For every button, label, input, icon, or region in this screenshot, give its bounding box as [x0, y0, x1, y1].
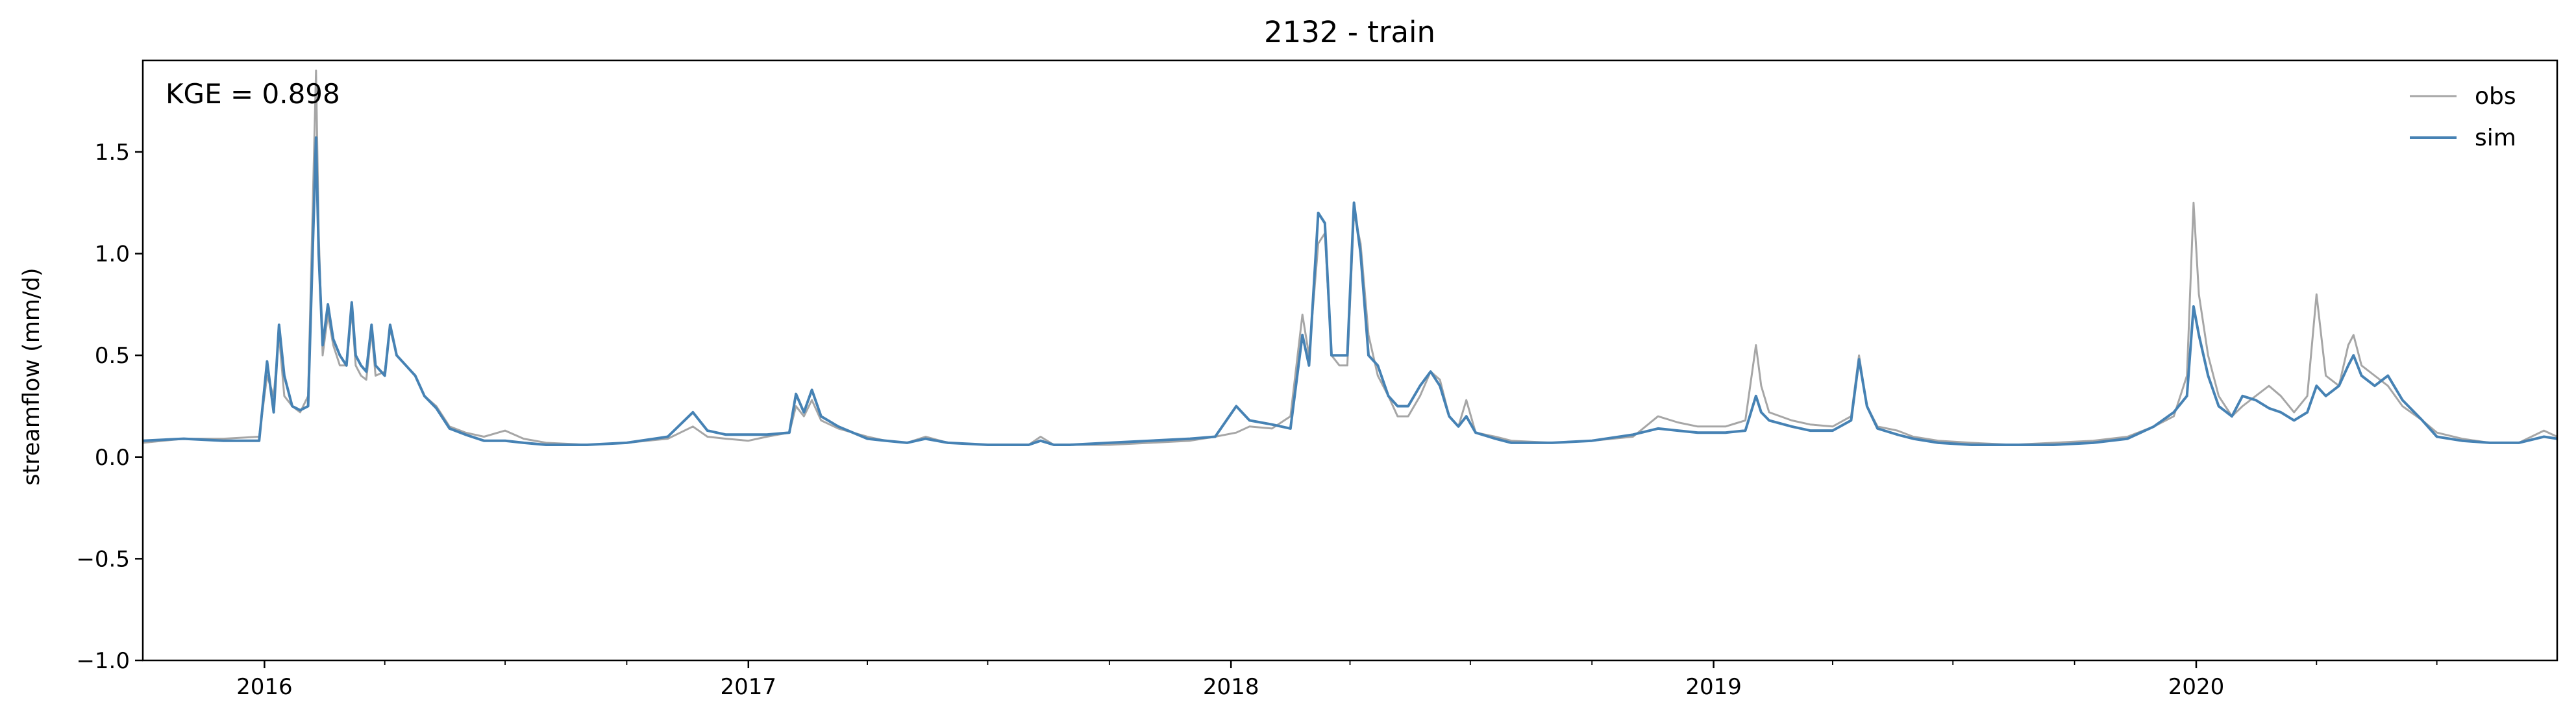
x-tick-label: 2018 — [1203, 674, 1259, 700]
y-axis: −1.0 −0.5 0.0 0.5 1.0 1.5 — [76, 140, 143, 674]
legend-label-sim: sim — [2475, 125, 2516, 151]
series-line-sim — [143, 136, 2557, 446]
chart-title: 2132 - train — [1264, 15, 1435, 49]
series-layer — [143, 69, 2557, 446]
y-tick-label: −1.0 — [76, 648, 130, 674]
y-tick-label: 0.5 — [95, 343, 130, 369]
x-axis: 2016 2017 2018 2019 2020 — [236, 660, 2438, 700]
y-tick-label: 0.0 — [95, 445, 130, 471]
x-tick-label: 2020 — [2168, 674, 2225, 700]
y-tick-label: −0.5 — [76, 546, 130, 572]
y-tick-label: 1.5 — [95, 140, 130, 166]
y-tick-label: 1.0 — [95, 242, 130, 268]
x-tick-label: 2016 — [236, 674, 293, 700]
legend: obs sim — [2410, 83, 2516, 151]
x-tick-label: 2017 — [721, 674, 777, 700]
kge-annotation: KGE = 0.898 — [166, 78, 340, 110]
x-tick-label: 2019 — [1685, 674, 1742, 700]
legend-label-obs: obs — [2475, 83, 2516, 110]
y-axis-label: streamflow (mm/d) — [19, 268, 45, 485]
